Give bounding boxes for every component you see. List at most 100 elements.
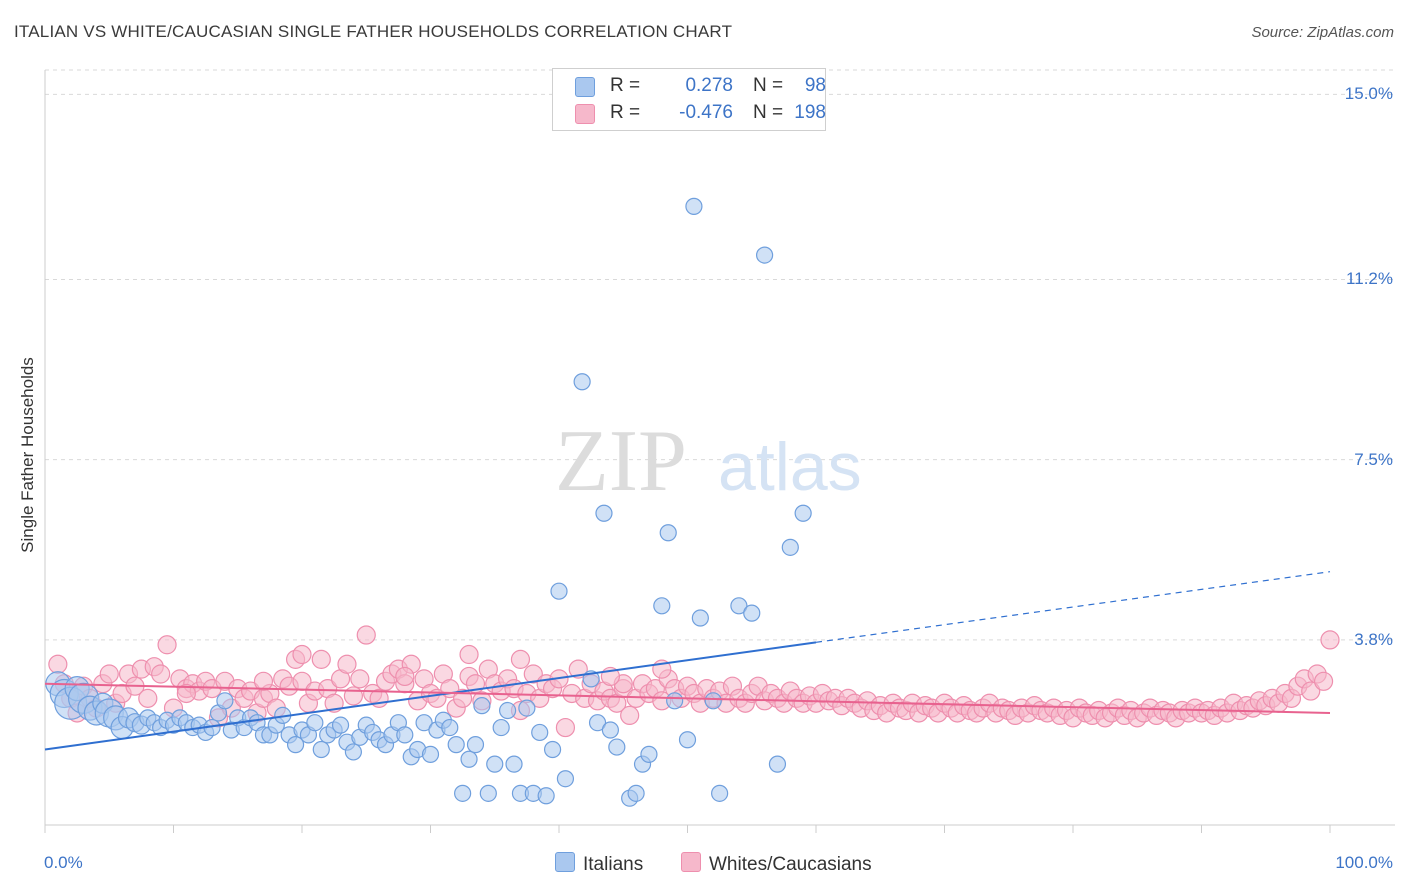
whites-point	[99, 664, 119, 684]
italians-point	[286, 736, 305, 754]
italians-trend-extension	[815, 571, 1331, 643]
y-tick-label: 11.2%	[1346, 269, 1393, 289]
italians-point	[543, 740, 562, 759]
italians-point	[306, 714, 324, 732]
italians-point	[588, 714, 607, 732]
whites-point	[176, 683, 196, 704]
y-tick-label: 15.0%	[1344, 84, 1393, 104]
bottom-legend-swatch-whites	[681, 852, 701, 872]
italians-point	[505, 755, 523, 773]
legend-swatch-whites	[575, 104, 595, 124]
legend-r-label: R =	[610, 102, 641, 123]
italians-point	[653, 597, 671, 615]
whites-point	[157, 635, 177, 655]
italians-point	[550, 582, 568, 600]
whites-point	[1313, 671, 1334, 691]
italians-point	[537, 787, 555, 805]
legend-r-value: 0.278	[685, 75, 733, 96]
italians-point	[601, 721, 620, 739]
italians-point	[454, 784, 472, 802]
italians-point	[691, 609, 709, 627]
correlation-legend: R = 0.278 N = 98 R = -0.476 N = 198	[552, 68, 826, 131]
legend-n-label: N =	[753, 75, 784, 96]
bottom-legend-label-italians: Italians	[583, 854, 644, 875]
whites-point	[350, 669, 370, 689]
y-tick-label: 3.8%	[1354, 629, 1393, 649]
italians-point	[781, 538, 799, 556]
italians-point	[608, 738, 626, 756]
italians-point	[460, 750, 478, 768]
legend-n-value: 198	[794, 102, 826, 123]
italians-trend-line	[44, 641, 817, 751]
italians-point	[518, 699, 536, 717]
italians-point	[331, 716, 350, 734]
grid-lines	[45, 69, 1395, 641]
italians-point	[730, 597, 748, 615]
legend-swatch-italians	[575, 77, 595, 97]
italians-point	[573, 373, 591, 391]
whites-point	[292, 644, 312, 665]
italians-point	[479, 784, 497, 802]
y-tick-label: 7.5%	[1354, 449, 1393, 469]
italians-point	[678, 731, 697, 749]
whites-point	[311, 649, 331, 669]
italians-point	[531, 723, 549, 742]
legend-r-value: -0.476	[679, 102, 733, 123]
axes	[44, 70, 1395, 833]
watermark-zip: ZIP	[555, 413, 687, 510]
whites-trend-line	[44, 682, 1331, 714]
italians-point	[685, 197, 703, 215]
italians-point	[499, 701, 517, 720]
legend-r-label: R =	[610, 75, 641, 96]
chart-title: ITALIAN VS WHITE/CAUCASIAN SINGLE FATHER…	[14, 22, 733, 41]
italians-point	[556, 770, 575, 788]
trend-lines	[44, 571, 1331, 751]
italians-point	[415, 714, 433, 732]
watermark-atlas: atlas	[718, 429, 862, 505]
italians-point	[595, 504, 613, 522]
bottom-legend-label-whites: Whites/Caucasians	[709, 854, 872, 875]
italians-point	[486, 755, 504, 773]
italians-point	[666, 692, 684, 710]
italians-point	[794, 504, 812, 522]
whites-point	[395, 666, 415, 687]
x-tick-label-max: 100.0%	[1335, 853, 1393, 872]
italians-point	[640, 745, 658, 763]
whites-point	[459, 644, 479, 665]
whites-point	[620, 705, 640, 726]
bottom-legend-whites: Whites/Caucasians	[681, 852, 872, 876]
x-tick-label-min: 0.0%	[44, 853, 83, 872]
source-label: Source: ZipAtlas.com	[1251, 24, 1394, 41]
italians-point	[441, 718, 459, 737]
legend-n-label: N =	[753, 102, 784, 123]
italians-point	[659, 524, 677, 542]
italians-point	[473, 697, 491, 715]
watermark: ZIP atlas	[555, 413, 862, 510]
italians-point	[755, 246, 774, 264]
italians-point	[711, 784, 729, 802]
italians-point	[216, 692, 234, 710]
whites-point	[568, 659, 588, 679]
italians-point	[768, 755, 787, 773]
italians-point	[492, 718, 510, 737]
italians-point	[344, 743, 362, 761]
whites-point	[555, 717, 576, 738]
italians-point	[396, 726, 414, 744]
italians-point	[447, 736, 465, 754]
whites-point	[510, 649, 531, 669]
whites-point	[356, 625, 376, 645]
italians-point	[312, 740, 330, 759]
bottom-legend-italians: Italians	[555, 852, 643, 876]
italians-point	[743, 604, 761, 622]
whites-point	[523, 664, 543, 684]
whites-point	[337, 654, 357, 674]
legend-n-value: 98	[804, 75, 826, 96]
whites-point	[138, 688, 158, 708]
bottom-legend-swatch-italians	[555, 852, 575, 872]
whites-point	[1320, 630, 1340, 650]
whites-point	[48, 654, 68, 674]
italians-points	[45, 197, 812, 807]
whites-point	[1301, 681, 1321, 701]
italians-point	[421, 745, 440, 763]
